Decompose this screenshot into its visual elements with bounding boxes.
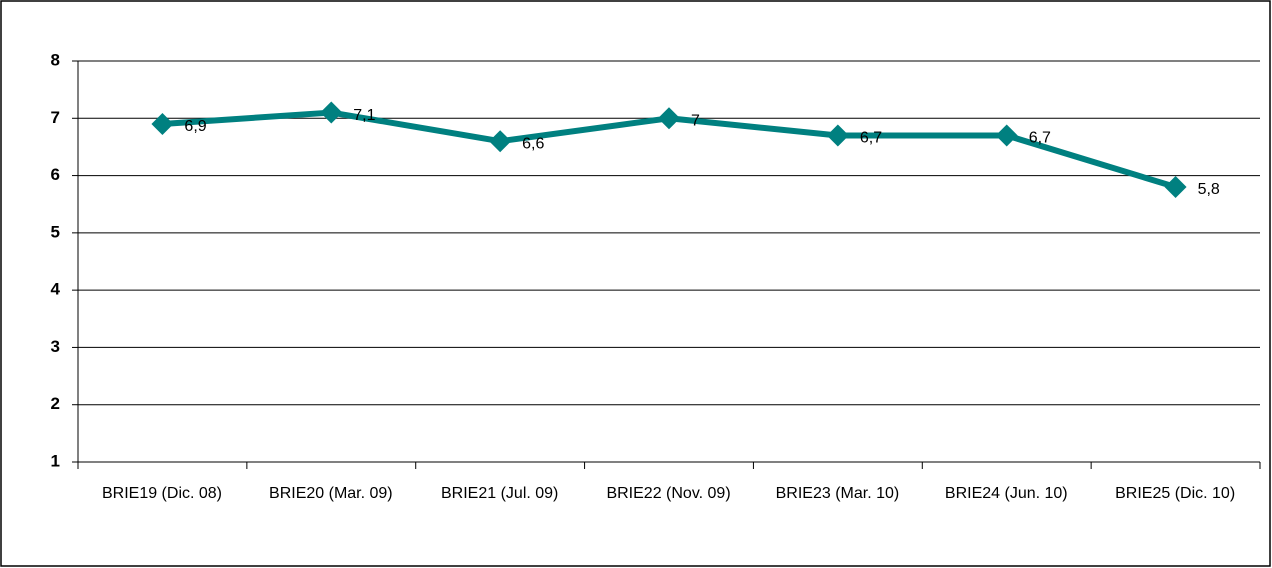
x-tick-label: BRIE22 (Nov. 09) bbox=[606, 485, 731, 502]
y-tick-label: 8 bbox=[51, 50, 60, 69]
marker bbox=[151, 113, 174, 136]
marker bbox=[995, 124, 1018, 147]
x-tick-label: BRIE21 (Jul. 09) bbox=[441, 485, 559, 502]
data-label: 6,7 bbox=[1029, 130, 1051, 147]
y-tick-label: 1 bbox=[51, 451, 60, 470]
marker bbox=[826, 124, 849, 147]
marker bbox=[320, 101, 343, 124]
y-tick-label: 3 bbox=[51, 337, 60, 356]
x-tick-label: BRIE20 (Mar. 09) bbox=[269, 485, 393, 502]
x-tick-label: BRIE19 (Dic. 08) bbox=[101, 485, 223, 502]
data-label: 5,8 bbox=[1198, 181, 1220, 198]
x-tick-label: BRIE25 (Dic. 10) bbox=[1115, 485, 1236, 502]
y-tick-label: 7 bbox=[51, 108, 60, 127]
marker bbox=[489, 130, 512, 153]
x-tick-label: BRIE24 (Jun. 10) bbox=[944, 485, 1068, 502]
data-label: 6,9 bbox=[184, 118, 206, 135]
data-label: 7 bbox=[691, 113, 700, 130]
data-label: 6,7 bbox=[860, 130, 882, 147]
y-tick-label: 4 bbox=[51, 280, 61, 299]
x-tick-label: BRIE23 (Mar. 10) bbox=[775, 485, 900, 502]
marker bbox=[658, 107, 680, 130]
data-label: 6,6 bbox=[522, 135, 544, 152]
marker bbox=[1164, 176, 1187, 199]
y-tick-label: 5 bbox=[51, 222, 60, 241]
y-tick-label: 2 bbox=[51, 394, 60, 413]
y-tick-label: 6 bbox=[51, 165, 60, 184]
data-label: 7,1 bbox=[353, 107, 375, 124]
